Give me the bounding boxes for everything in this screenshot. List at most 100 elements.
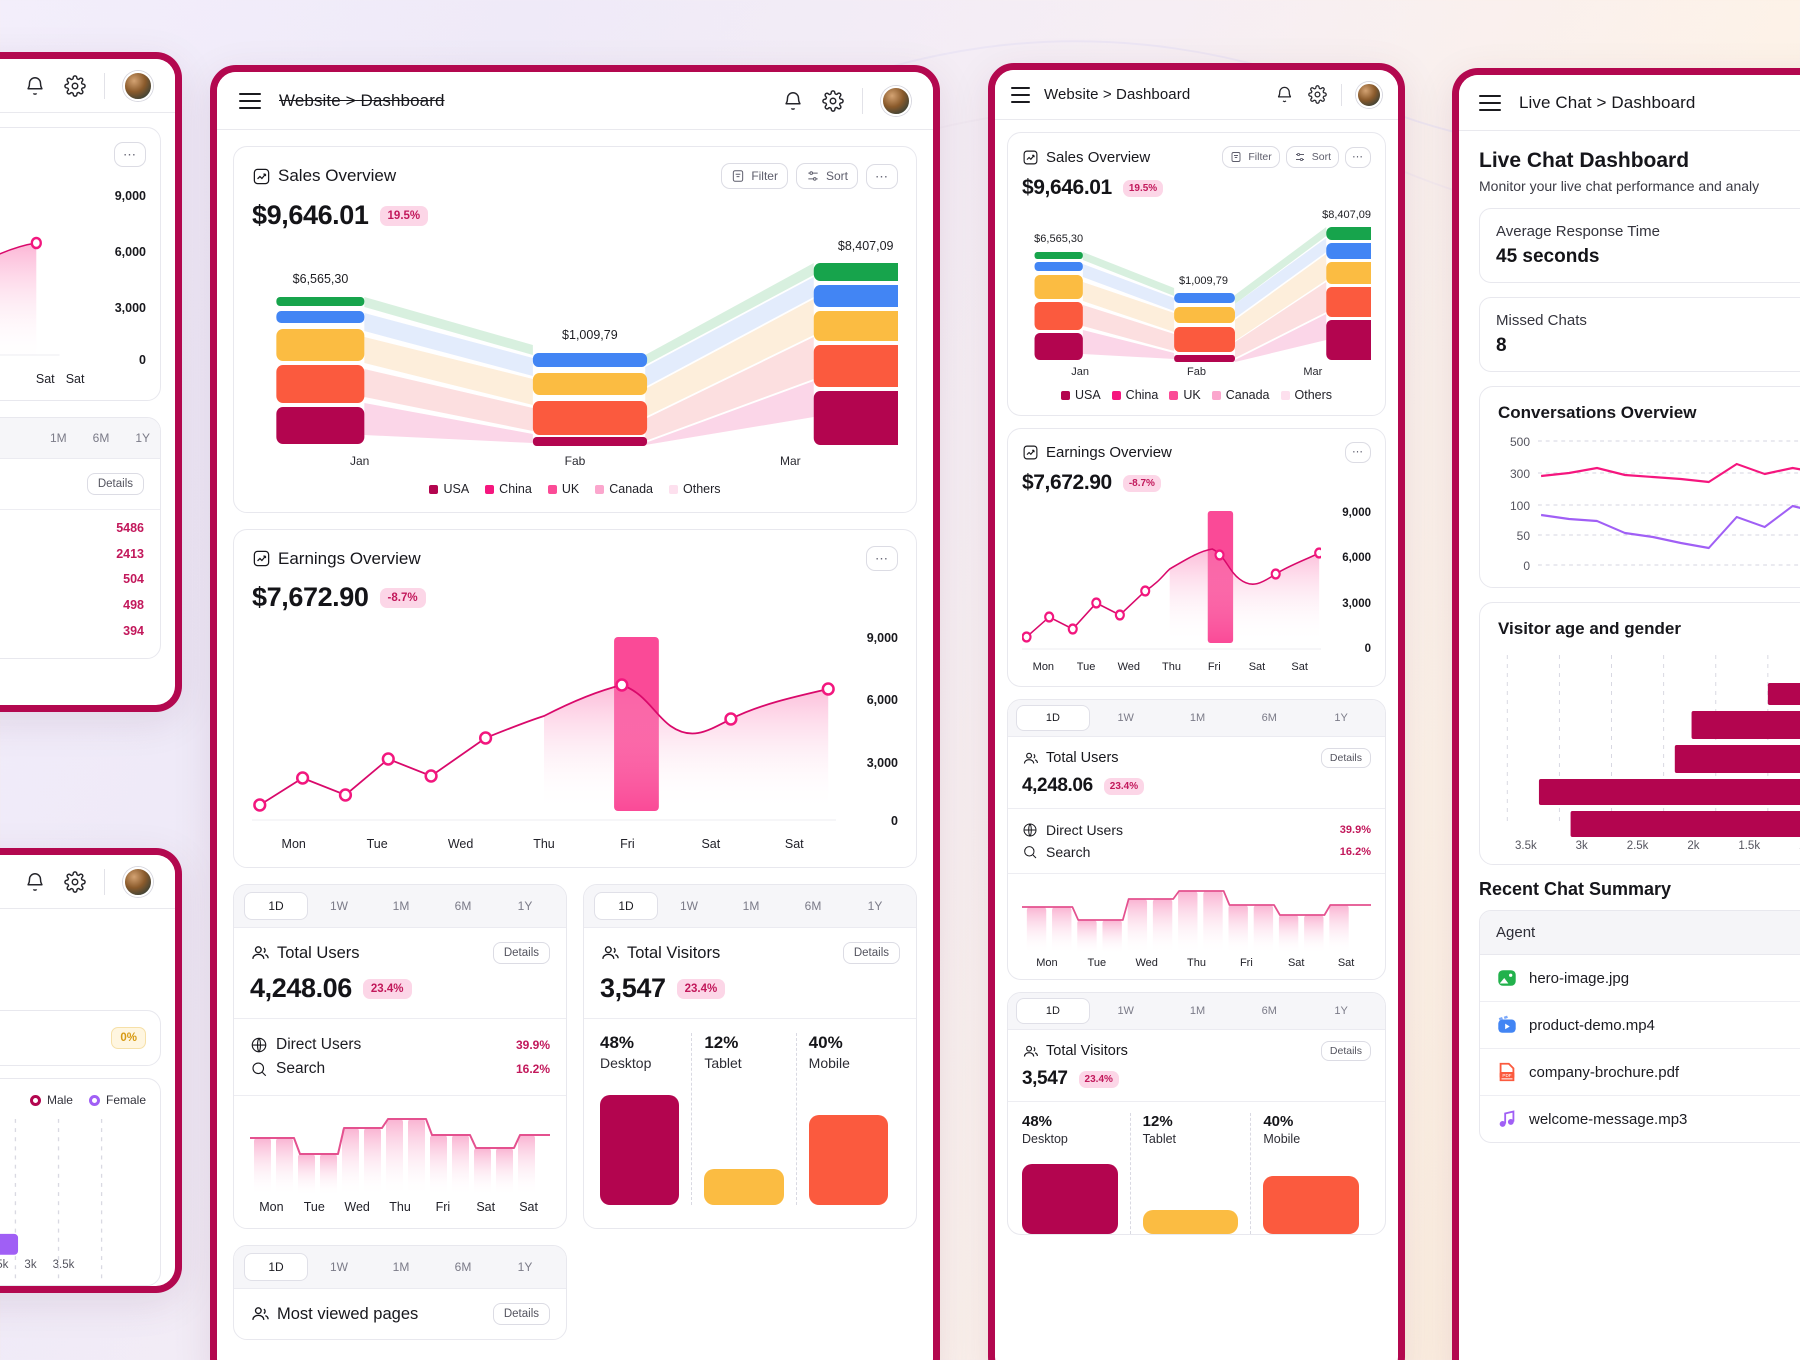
sec-users-sparkline-section: Mon Tue Wed Thu Fri Sat Sat xyxy=(1008,874,1385,979)
range-tab-6m[interactable]: 6M xyxy=(1233,705,1305,731)
sort-icon xyxy=(808,171,818,181)
range-tab-1m[interactable]: 1M xyxy=(370,892,432,920)
sec-earnings-more-button[interactable]: ⋯ xyxy=(1345,442,1371,463)
sec-sales-label-fab: $1,009,79 xyxy=(1179,275,1228,287)
sec-sales-more-button[interactable]: ⋯ xyxy=(1345,146,1371,168)
range-tab-6m[interactable]: 6M xyxy=(1233,998,1305,1024)
visitor-age-gender-card: Visitor age and gender 3.5 xyxy=(1479,602,1800,865)
topbar-divider xyxy=(104,72,105,99)
search-row[interactable]: Search 16.2% xyxy=(1022,841,1371,863)
direct-users-row[interactable]: Direct Users 39.9% xyxy=(250,1033,550,1057)
month-jan: Jan xyxy=(1071,366,1090,378)
table-row[interactable]: welcome-message.mp3 xyxy=(1480,1096,1800,1142)
range-tab-6m[interactable]: 6M xyxy=(432,1253,494,1281)
hamburger-icon[interactable] xyxy=(1011,86,1030,103)
gear-icon[interactable] xyxy=(64,870,86,893)
main-dashboard-panel: Website > Dashboard Sales Overview Filte… xyxy=(210,65,940,1360)
recent-chat-table: Agent hero-image.jpg product-demo.mp4 PD… xyxy=(1479,910,1800,1143)
earnings-more-button[interactable]: ⋯ xyxy=(114,142,146,167)
user-avatar[interactable] xyxy=(881,85,911,116)
table-row[interactable]: product-demo.mp4 xyxy=(1480,1002,1800,1049)
filter-button[interactable]: Filter xyxy=(721,163,788,189)
y-tick-3000: 3,000 xyxy=(866,756,898,770)
visitor-title: Visitor age and gender xyxy=(1498,619,1681,638)
range-tab-1d[interactable]: 1D xyxy=(244,1253,308,1281)
range-tab-1y[interactable]: 1Y xyxy=(1305,998,1377,1024)
sec-total-visitors-delta: 23.4% xyxy=(1078,1070,1119,1088)
range-tab-1d[interactable]: 1D xyxy=(1016,998,1090,1024)
bell-icon[interactable] xyxy=(24,871,46,893)
gear-icon[interactable] xyxy=(822,89,844,112)
details-button[interactable]: Details xyxy=(492,1303,550,1325)
range-tab-1d[interactable]: 1D xyxy=(594,892,658,920)
sales-amount: $9,646.01 xyxy=(252,200,369,230)
sec-total-users-value: 4,248.06 xyxy=(1022,775,1093,796)
breadcrumb[interactable]: Website > Dashboard xyxy=(1044,86,1191,103)
details-button[interactable]: Details xyxy=(1320,1041,1371,1061)
range-tab-1m[interactable]: 1M xyxy=(370,1253,432,1281)
range-tab-1y[interactable]: 1Y xyxy=(494,1253,556,1281)
main-topbar: Website > Dashboard xyxy=(217,72,933,130)
range-tab-1w[interactable]: 1W xyxy=(658,892,720,920)
details-button[interactable]: Details xyxy=(86,473,144,495)
table-row[interactable]: PDF company-brochure.pdf xyxy=(1480,1049,1800,1096)
bell-icon[interactable] xyxy=(1275,85,1294,104)
pdf-file-icon: PDF xyxy=(1499,1062,1515,1082)
filter-button[interactable]: Filter xyxy=(1222,146,1280,168)
direct-users-row[interactable]: Direct Users 39.9% xyxy=(1022,819,1371,841)
user-avatar[interactable] xyxy=(1356,81,1382,108)
sec-sales-legend: USA China UK Canada Others xyxy=(1022,388,1371,402)
sec-sources: Direct Users 39.9% Search 16.2% xyxy=(1008,809,1385,874)
details-button[interactable]: Details xyxy=(492,942,550,964)
gear-icon[interactable] xyxy=(64,74,86,97)
hamburger-icon[interactable] xyxy=(239,92,261,109)
range-tab-1w[interactable]: 1W xyxy=(308,1253,370,1281)
details-button[interactable]: Details xyxy=(842,942,900,964)
range-tab-1m[interactable]: 1M xyxy=(1162,705,1234,731)
range-tab-6m[interactable]: 6M xyxy=(432,892,494,920)
sales-more-button[interactable]: ⋯ xyxy=(866,163,898,189)
range-tab-1w[interactable]: 1W xyxy=(1090,705,1162,731)
search-row[interactable]: Search 16.2% xyxy=(250,1057,550,1081)
breadcrumb[interactable]: Website > Dashboard xyxy=(279,90,445,110)
hamburger-icon[interactable] xyxy=(1479,94,1501,111)
sort-button[interactable]: Sort xyxy=(1285,146,1339,168)
range-tab-6m[interactable]: 6M xyxy=(93,425,110,451)
filter-icon xyxy=(733,170,744,182)
range-tab-1m[interactable]: 1M xyxy=(720,892,782,920)
range-tab-1y[interactable]: 1Y xyxy=(1305,705,1377,731)
bell-icon[interactable] xyxy=(24,75,46,97)
page-value: 498 xyxy=(123,597,144,612)
range-tab-1m[interactable]: 1M xyxy=(50,425,67,451)
range-tab-1y[interactable]: 1Y xyxy=(494,892,556,920)
details-button[interactable]: Details xyxy=(1320,748,1371,768)
range-tab-1m[interactable]: 1M xyxy=(1162,998,1234,1024)
sales-month-labels: Jan Fab Mar xyxy=(252,454,898,468)
left-earnings-chart xyxy=(0,185,90,363)
range-tab-1w[interactable]: 1W xyxy=(1090,998,1162,1024)
user-avatar[interactable] xyxy=(123,70,153,101)
breadcrumb[interactable]: Live Chat > Dashboard xyxy=(1519,92,1696,112)
range-tab-1y[interactable]: 1Y xyxy=(135,425,150,451)
page-value: 504 xyxy=(123,572,144,587)
left-day-label: Sat xyxy=(35,372,55,386)
sec-users-day-labels: Mon Tue Wed Thu Fri Sat Sat xyxy=(1036,957,1355,969)
range-tab-1w[interactable]: 1W xyxy=(308,892,370,920)
sec-earnings-amount: $7,672.90 xyxy=(1022,471,1112,494)
image-file-icon xyxy=(1498,970,1516,986)
earnings-more-button[interactable]: ⋯ xyxy=(866,546,898,571)
table-row[interactable]: hero-image.jpg xyxy=(1480,955,1800,1002)
sort-icon xyxy=(1295,152,1304,162)
sales-overview-card: Sales Overview Filter Sort ⋯ $9,646.01 xyxy=(233,146,917,513)
user-avatar[interactable] xyxy=(123,866,153,897)
range-tab-1d[interactable]: 1D xyxy=(244,892,308,920)
sort-button[interactable]: Sort xyxy=(795,163,858,189)
sec-earnings-y-axis: 9,000 6,000 3,000 0 xyxy=(1342,507,1371,655)
chart-icon xyxy=(253,550,270,567)
range-tab-1y[interactable]: 1Y xyxy=(844,892,906,920)
range-tab-6m[interactable]: 6M xyxy=(782,892,844,920)
range-tab-1d[interactable]: 1D xyxy=(1016,705,1090,731)
gear-icon[interactable] xyxy=(1308,85,1327,104)
legend-china: China xyxy=(485,482,532,496)
bell-icon[interactable] xyxy=(782,90,804,112)
